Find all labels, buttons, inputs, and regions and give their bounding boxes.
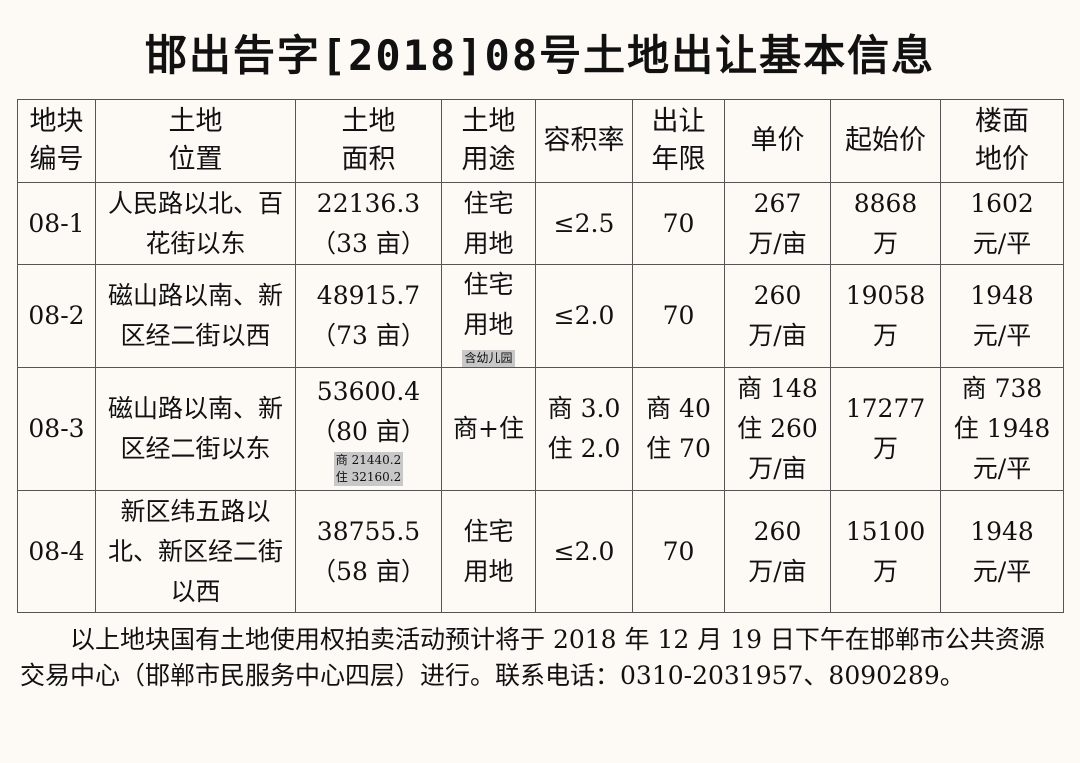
plot-id-cell: 08-2: [17, 264, 96, 368]
floor-price-cell: 1602 元/平: [940, 182, 1064, 265]
table-row: 08-4 新区纬五路以北、新区经二街以西 38755.5 （58 亩） 住宅 用地 ≤2…: [17, 490, 1064, 613]
location-cell: 磁山路以南、新区经二街以西: [95, 264, 296, 368]
location-cell: 新区纬五路以北、新区经二街以西: [95, 490, 296, 613]
area-cell: 22136.3 （33 亩）: [295, 182, 442, 265]
plot-id-cell: 08-1: [17, 182, 96, 265]
plot-id-cell: 08-4: [17, 490, 96, 613]
area-cell: 38755.5 （58 亩）: [295, 490, 442, 613]
table-row: 08-2 磁山路以南、新区经二街以西 48915.7 （73 亩） 住宅 用地 含幼儿园…: [17, 264, 1064, 368]
header-cell: 地块 编号: [17, 99, 96, 183]
header-cell: 土地 面积: [295, 99, 442, 183]
table-row: 08-3 磁山路以南、新区经二街以东 53600.4 （80 亩）商 21440.2…: [17, 367, 1064, 491]
header-cell: 楼面 地价: [940, 99, 1064, 183]
footer-notice: 以上地块国有土地使用权拍卖活动预计将于 2018 年 12 月 19 日下午在邯…: [20, 622, 1065, 694]
area-cell: 53600.4 （80 亩）商 21440.2 住 32160.2: [295, 367, 442, 491]
start-price-cell: 8868 万: [830, 182, 941, 265]
table-header-row: 地块 编号 土地 位置 土地 面积 土地 用途 容积率 出让 年限 单价 起始价 楼面 地价: [17, 99, 1064, 183]
far-cell: 商 3.0 住 2.0: [535, 367, 633, 491]
header-cell: 土地 位置: [95, 99, 296, 183]
far-cell: ≤2.5: [535, 182, 633, 265]
floor-price-cell: 1948 元/平: [940, 264, 1064, 368]
floor-price-cell: 1948 元/平: [940, 490, 1064, 613]
start-price-cell: 19058 万: [830, 264, 941, 368]
start-price-cell: 15100 万: [830, 490, 941, 613]
use-cell: 住宅 用地: [441, 182, 536, 265]
unit-price-cell: 260 万/亩: [724, 490, 831, 613]
header-cell: 单价: [724, 99, 831, 183]
term-cell: 商 40 住 70: [632, 367, 725, 491]
plot-id-cell: 08-3: [17, 367, 96, 491]
far-cell: ≤2.0: [535, 490, 633, 613]
use-cell: 住宅 用地 含幼儿园: [441, 264, 536, 368]
use-cell: 住宅 用地: [441, 490, 536, 613]
header-cell: 土地 用途: [441, 99, 536, 183]
cell-note: 商 21440.2 住 32160.2: [333, 452, 404, 486]
page-title: 邯出告字[2018]08号土地出让基本信息: [144, 31, 936, 80]
floor-price-cell: 商 738 住 1948 元/平: [940, 367, 1064, 491]
footer-text: 以上地块国有土地使用权拍卖活动预计将于 2018 年 12 月 19 日下午在邯…: [20, 625, 1045, 690]
use-cell: 商+住: [441, 367, 536, 491]
area-cell: 48915.7 （73 亩）: [295, 264, 442, 368]
unit-price-cell: 260 万/亩: [724, 264, 831, 368]
header-cell: 起始价: [830, 99, 941, 183]
term-cell: 70: [632, 264, 725, 368]
unit-price-cell: 267 万/亩: [724, 182, 831, 265]
term-cell: 70: [632, 490, 725, 613]
term-cell: 70: [632, 182, 725, 265]
location-cell: 磁山路以南、新区经二街以东: [95, 367, 296, 491]
land-info-table: 地块 编号 土地 位置 土地 面积 土地 用途 容积率 出让 年限 单价 起始价 楼面 地价 0…: [17, 99, 1064, 613]
location-cell: 人民路以北、百花街以东: [95, 182, 296, 265]
far-cell: ≤2.0: [535, 264, 633, 368]
unit-price-cell: 商 148 住 260 万/亩: [724, 367, 831, 491]
table-row: 08-1 人民路以北、百花街以东 22136.3 （33 亩） 住宅 用地 ≤2.5 70…: [17, 182, 1064, 265]
start-price-cell: 17277 万: [830, 367, 941, 491]
cell-note: 含幼儿园: [462, 350, 515, 367]
header-cell: 容积率: [535, 99, 633, 183]
header-cell: 出让 年限: [632, 99, 725, 183]
